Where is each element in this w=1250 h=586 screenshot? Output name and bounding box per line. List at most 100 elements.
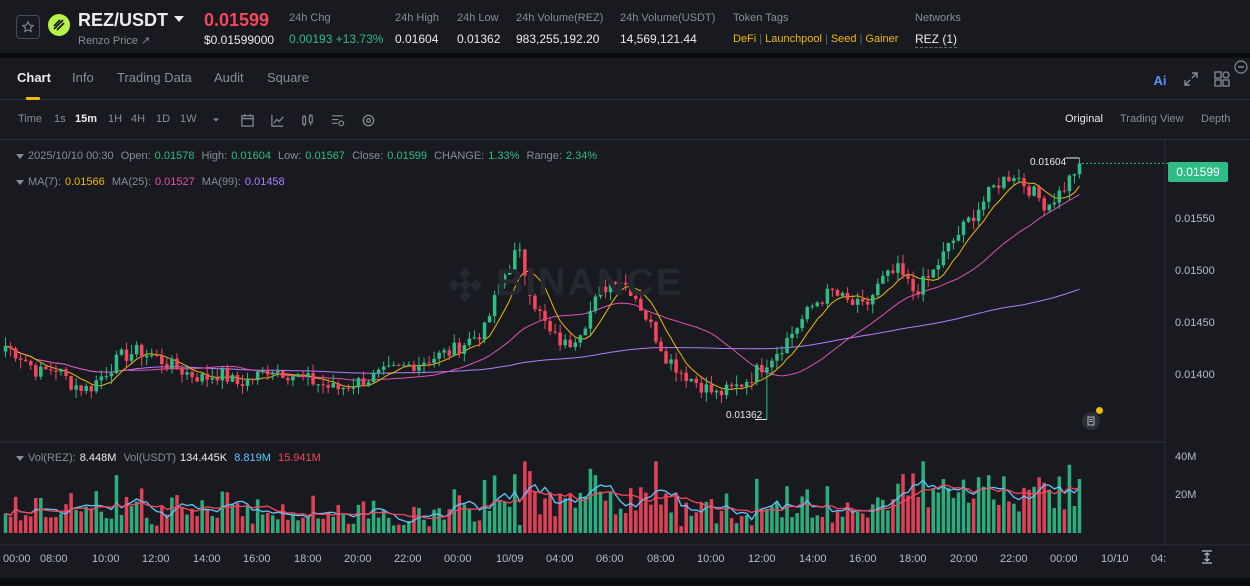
networks-value[interactable]: REZ (1) bbox=[915, 32, 957, 48]
time-axis-label: 18:00 bbox=[294, 553, 322, 565]
fit-chart-icon[interactable] bbox=[1198, 548, 1216, 566]
tab-trading-data[interactable]: Trading Data bbox=[117, 70, 192, 85]
timeframe-1d[interactable]: 1D bbox=[156, 113, 171, 125]
token-tags: Token Tags DeFi | Launchpool | Seed | Gainer bbox=[733, 12, 899, 45]
volume-legend: Vol(REZ): 8.448M Vol(USDT) 134.445K 8.819M… bbox=[16, 452, 325, 464]
tag-launchpool[interactable]: Launchpool bbox=[765, 33, 822, 45]
ticker-header: REZ/USDT Renzo Price ↗ 0.01599 $0.015990… bbox=[0, 0, 1250, 54]
star-icon bbox=[21, 20, 35, 33]
tag-gainer[interactable]: Gainer bbox=[865, 33, 899, 45]
time-axis-label: 16:00 bbox=[243, 553, 271, 565]
favorite-star-button[interactable] bbox=[16, 15, 40, 39]
volume-axis-label: 40M bbox=[1175, 451, 1197, 463]
legend-ma25-label: MA(25): bbox=[111, 176, 151, 188]
view-depth[interactable]: Depth bbox=[1201, 113, 1231, 125]
pair-dropdown-caret-icon[interactable] bbox=[174, 16, 184, 22]
watermark-text: BINANCE bbox=[496, 262, 684, 304]
time-axis-label: 00:00 bbox=[1050, 553, 1078, 565]
timeframe-1w[interactable]: 1W bbox=[180, 113, 197, 125]
notes-icon[interactable] bbox=[1082, 412, 1100, 430]
legend-vol-ma2: 15.941M bbox=[277, 452, 321, 464]
active-tab-indicator bbox=[26, 97, 40, 100]
chart-settings-list-icon[interactable] bbox=[328, 111, 346, 129]
last-price: 0.01599 bbox=[204, 10, 270, 30]
legend-low-label: Low: bbox=[278, 150, 302, 162]
binance-watermark-icon bbox=[446, 266, 484, 304]
legend-ma25: 0.01527 bbox=[154, 176, 195, 188]
panel-tabs: Chart Info Trading Data Audit Square Ai bbox=[0, 58, 1250, 100]
legend-datetime: 2025/10/10 00:30 bbox=[28, 150, 114, 162]
time-axis-label: 10/10 bbox=[1101, 553, 1129, 565]
time-axis-label: 12:00 bbox=[748, 553, 776, 565]
time-axis-label: 18:00 bbox=[899, 553, 927, 565]
view-original[interactable]: Original bbox=[1065, 113, 1103, 125]
stat-label: 24h Low bbox=[457, 12, 499, 24]
tag-defi[interactable]: DeFi bbox=[733, 33, 757, 45]
time-axis-label: 08:00 bbox=[40, 553, 68, 565]
rez-coin-logo-icon bbox=[48, 14, 70, 36]
view-trading-view[interactable]: Trading View bbox=[1120, 113, 1184, 125]
timeframe-15m[interactable]: 15m bbox=[75, 113, 98, 125]
gear-icon[interactable] bbox=[359, 111, 377, 129]
legend-ma7: 0.01566 bbox=[65, 176, 105, 188]
time-axis-label: 04:00 bbox=[546, 553, 574, 565]
collapse-ma-caret-icon[interactable] bbox=[16, 179, 24, 185]
current-price-tag: 0.01599 bbox=[1168, 162, 1228, 182]
legend-open: 0.01578 bbox=[154, 150, 195, 162]
legend-high-label: High: bbox=[201, 150, 228, 162]
price-axis-label: 0.01500 bbox=[1175, 265, 1215, 277]
stat-value: 0.00193 +13.73% bbox=[289, 32, 384, 46]
time-axis-label: 14:00 bbox=[193, 553, 221, 565]
stat-label: 24h High bbox=[395, 12, 440, 24]
stat-label: 24h Volume(REZ) bbox=[516, 12, 604, 24]
timeframe-1h[interactable]: 1H bbox=[108, 113, 123, 125]
legend-low: 0.01567 bbox=[305, 150, 346, 162]
candle-style-icon[interactable] bbox=[298, 111, 316, 129]
low-marker-label: 0.01362 bbox=[726, 410, 763, 421]
time-axis-label: 00:00 bbox=[444, 553, 472, 565]
stat-value: 0.01362 bbox=[457, 32, 501, 46]
networks: Networks REZ (1) bbox=[915, 12, 961, 48]
legend-ma99: 0.01458 bbox=[244, 176, 285, 188]
legend-high: 0.01604 bbox=[231, 150, 271, 162]
tab-chart[interactable]: Chart bbox=[17, 70, 51, 85]
expand-icon[interactable] bbox=[1182, 70, 1200, 88]
timeframe-1s[interactable]: 1s bbox=[54, 113, 66, 125]
ma-legend: MA(7): 0.01566 MA(25): 0.01527 MA(99): 0.01… bbox=[16, 176, 289, 188]
stat-label: 24h Volume(USDT) bbox=[620, 12, 716, 24]
price-axis-label: 0.01400 bbox=[1175, 369, 1215, 381]
close-panel-icon[interactable] bbox=[1232, 58, 1250, 76]
collapse-legend-caret-icon[interactable] bbox=[16, 153, 24, 159]
stat-24h-high: 24h High 0.01604 bbox=[395, 12, 439, 46]
calendar-icon[interactable] bbox=[238, 111, 256, 129]
legend-ma7-label: MA(7): bbox=[28, 176, 61, 188]
volume-axis-label: 20M bbox=[1175, 489, 1197, 501]
time-label: Time bbox=[18, 113, 43, 125]
price-source-link[interactable]: Renzo Price ↗ bbox=[78, 35, 151, 47]
indicator-line-icon[interactable] bbox=[268, 111, 286, 129]
legend-close-label: Close: bbox=[352, 150, 384, 162]
ai-button[interactable]: Ai bbox=[1153, 72, 1167, 88]
time-axis-label: 10:00 bbox=[697, 553, 725, 565]
stat-label: 24h Chg bbox=[289, 12, 331, 24]
tag-seed[interactable]: Seed bbox=[830, 33, 857, 45]
legend-change-label: CHANGE: bbox=[434, 150, 485, 162]
legend-change: 1.33% bbox=[488, 150, 520, 162]
more-timeframes-caret-icon[interactable] bbox=[207, 111, 225, 129]
tab-square[interactable]: Square bbox=[267, 70, 309, 85]
timeframe-4h[interactable]: 4H bbox=[131, 113, 146, 125]
time-axis-label: 12:00 bbox=[142, 553, 170, 565]
stat-24h-low: 24h Low 0.01362 bbox=[457, 12, 500, 46]
tab-audit[interactable]: Audit bbox=[214, 70, 244, 85]
stat-24h-change: 24h Chg 0.00193 +13.73% bbox=[289, 12, 383, 46]
tab-info[interactable]: Info bbox=[72, 70, 94, 85]
time-axis-label: 14:00 bbox=[799, 553, 827, 565]
layout-grid-icon[interactable] bbox=[1213, 70, 1231, 88]
legend-range-label: Range: bbox=[526, 150, 562, 162]
high-marker-label: 0.01604 bbox=[1030, 157, 1067, 168]
trading-pair-selector[interactable]: REZ/USDT bbox=[78, 10, 168, 30]
legend-vol-rez: 8.448M bbox=[79, 452, 117, 464]
time-axis-label: 20:00 bbox=[344, 553, 372, 565]
collapse-volume-caret-icon[interactable] bbox=[16, 455, 24, 461]
price-axis-label: 0.01450 bbox=[1175, 317, 1215, 329]
